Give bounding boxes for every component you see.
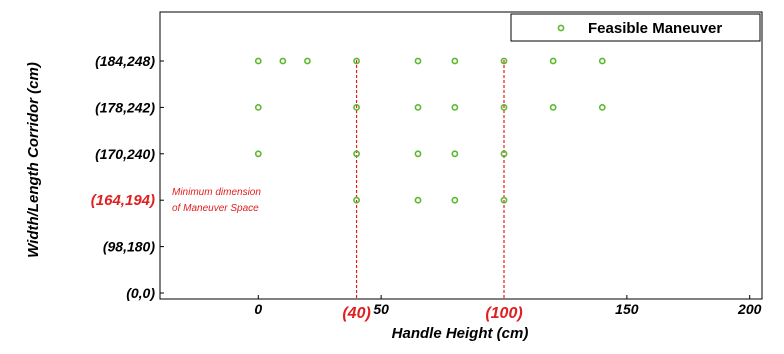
x-tick-label: (40) [342,305,370,322]
x-tick-label: 200 [737,301,762,317]
x-tick-label: (100) [485,305,522,322]
y-tick-label: (0,0) [126,285,155,301]
plot-area-frame [160,12,762,299]
y-tick-label: (164,194) [91,192,155,209]
x-tick-label: 50 [373,301,389,317]
x-tick-label: 0 [254,301,262,317]
y-tick-label: (98,180) [103,239,155,255]
y-tick-label: (184,248) [95,53,155,69]
y-tick-label: (170,240) [95,146,155,162]
annotation-line-2: of Maneuver Space [172,203,259,214]
y-axis-title: Width/Length Corridor (cm) [25,62,42,258]
legend: Feasible Maneuver [511,14,760,41]
x-axis-title: Handle Height (cm) [392,325,529,342]
annotation-line-1: Minimum dimension [172,187,261,198]
x-tick-label: 150 [615,301,639,317]
y-ticks-layer: (0,0) (98,180) (164,194) (170,240) (178,242)… [91,53,164,301]
y-tick-label: (178,242) [95,99,155,115]
legend-label: Feasible Maneuver [588,20,722,37]
